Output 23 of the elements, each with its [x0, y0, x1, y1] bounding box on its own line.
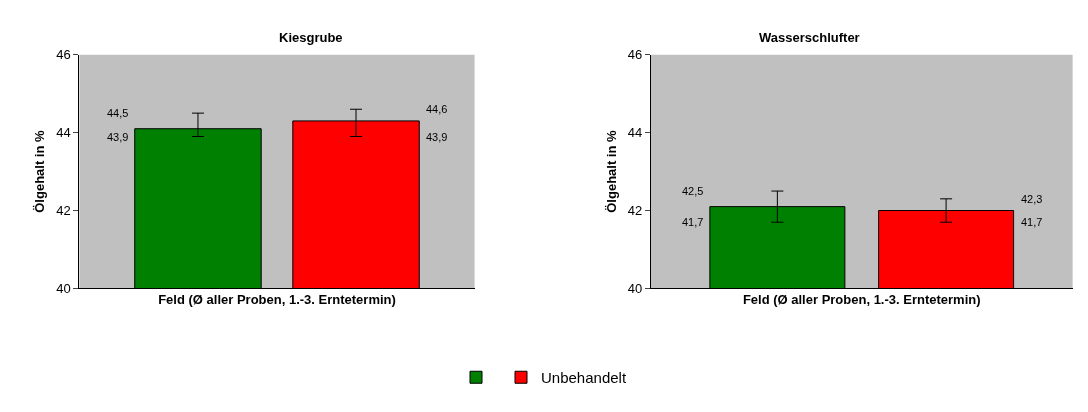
x-axis-title: Feld (Ø aller Proben, 1.-3. Erntetermin) — [158, 292, 396, 308]
y-tick-label: 40 — [56, 280, 71, 296]
y-tick-label: 44 — [56, 125, 71, 141]
y-tick-label: 46 — [627, 47, 643, 63]
annotation: 43,9 — [107, 131, 129, 143]
annotation: 41,7 — [682, 216, 704, 228]
annotation: 44,6 — [426, 103, 448, 115]
annotation: 42,5 — [682, 185, 704, 197]
chart-title: Wasserschlufter — [759, 30, 860, 45]
annotation: 44,5 — [107, 107, 129, 119]
y-tick-label: 46 — [56, 47, 71, 63]
legend-label: Unbehandelt — [541, 369, 627, 387]
y-tick-label: 40 — [627, 280, 643, 296]
annotation: 43,9 — [426, 131, 448, 143]
y-axis-title: Ölgehalt in % — [603, 129, 619, 213]
annotation: 42,3 — [1021, 193, 1043, 205]
x-axis-title: Feld (Ø aller Proben, 1.-3. Erntetermin) — [742, 292, 981, 308]
y-axis-title: Ölgehalt in % — [32, 129, 48, 213]
y-tick-label: 42 — [627, 203, 643, 219]
y-tick-label: 42 — [56, 203, 71, 219]
y-tick-label: 44 — [627, 125, 643, 141]
annotation: 41,7 — [1021, 216, 1043, 228]
chart-title: Kiesgrube — [279, 30, 343, 45]
